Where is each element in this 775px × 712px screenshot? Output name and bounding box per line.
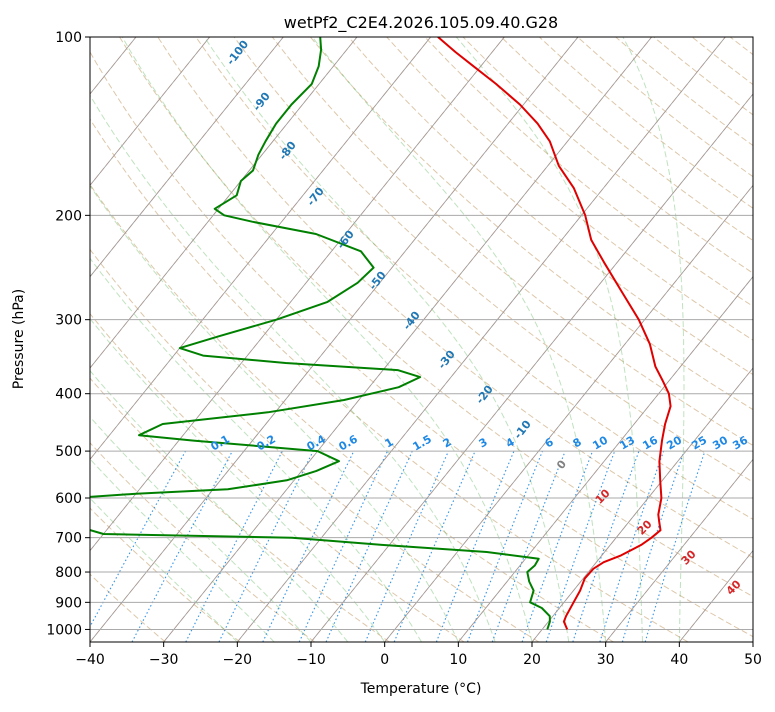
y-tick-label: 200 xyxy=(55,208,82,224)
x-tick-label: 50 xyxy=(744,652,762,668)
x-tick-label: 30 xyxy=(597,652,615,668)
y-tick-label: 1000 xyxy=(46,622,82,638)
x-tick-label: −30 xyxy=(149,652,179,668)
x-tick-label: 20 xyxy=(523,652,541,668)
x-tick-label: −10 xyxy=(296,652,326,668)
y-tick-label: 800 xyxy=(55,565,82,581)
x-tick-label: −20 xyxy=(223,652,253,668)
y-tick-label: 400 xyxy=(55,387,82,403)
y-axis-title: Pressure (hPa) xyxy=(11,289,27,389)
x-tick-label: 0 xyxy=(380,652,389,668)
y-tick-label: 500 xyxy=(55,444,82,460)
x-tick-label: 40 xyxy=(670,652,688,668)
y-tick-label: 100 xyxy=(55,30,82,46)
x-tick-label: −40 xyxy=(75,652,105,668)
y-tick-label: 900 xyxy=(55,595,82,611)
y-tick-label: 300 xyxy=(55,313,82,329)
y-tick-label: 700 xyxy=(55,531,82,547)
chart-title: wetPf2_C2E4.2026.105.09.40.G28 xyxy=(284,13,558,33)
x-tick-label: 10 xyxy=(449,652,467,668)
x-axis-title: Temperature (°C) xyxy=(360,681,482,697)
y-tick-label: 600 xyxy=(55,491,82,507)
